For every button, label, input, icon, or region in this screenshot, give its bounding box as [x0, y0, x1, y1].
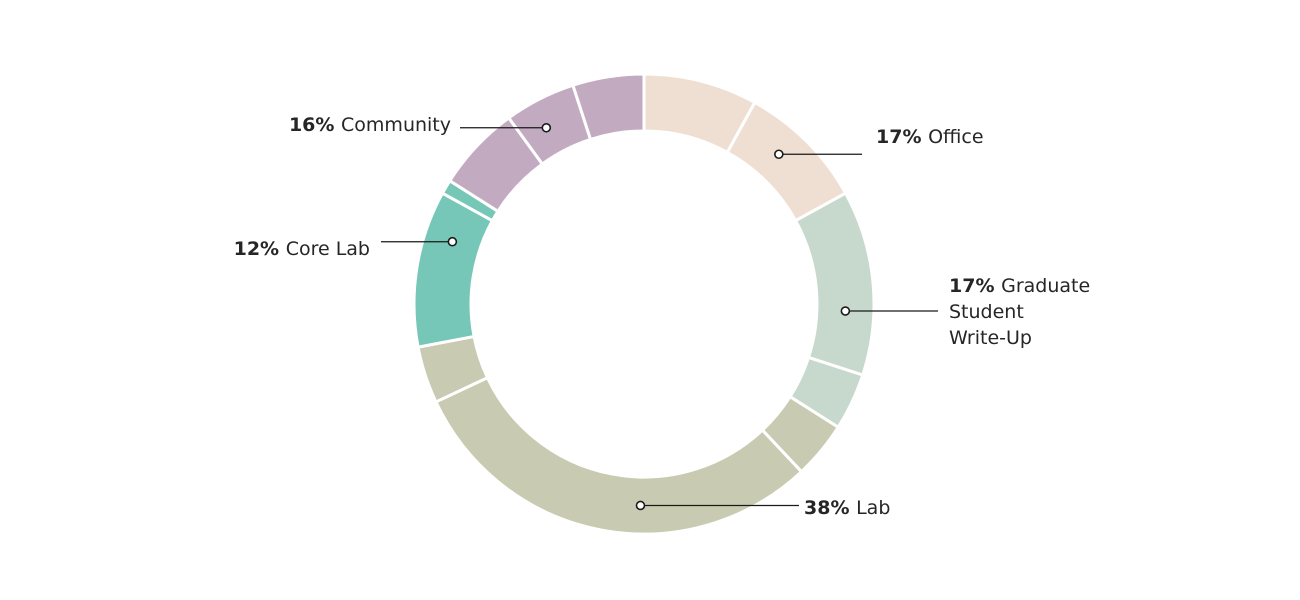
label-name-graduate-student-write-up-line-3: Write-Up [949, 327, 1032, 349]
marker-core-lab [447, 236, 458, 247]
donut-slice-lab-2 [433, 375, 804, 536]
marker-graduate-student-write-up [840, 306, 851, 316]
marker-office [774, 149, 784, 160]
label-percent-graduate-student-write-up: 17% [949, 275, 1001, 297]
label-percent-core-lab: 12% [234, 238, 286, 260]
label-percent-lab: 38% [804, 497, 856, 519]
label-community: 16% Community [289, 114, 451, 136]
label-name-graduate-student-write-up-line-2: Student [949, 301, 1024, 323]
donut-slice-graduate-student-write-up-1 [793, 191, 876, 377]
donut-slice-community-3 [571, 72, 646, 142]
label-name-office: Office [928, 126, 983, 148]
marker-community [541, 122, 552, 133]
label-name-graduate-student-write-up: Graduate [1001, 275, 1090, 297]
label-percent-office: 17% [876, 126, 928, 148]
label-name-core-lab: Core Lab [286, 238, 370, 260]
label-graduate-student-write-up: 17% Graduate Student Write-Up [949, 275, 1090, 349]
label-office: 17% Office [876, 126, 984, 148]
label-core-lab: 12% Core Lab [234, 238, 370, 260]
label-name-community: Community [341, 114, 451, 136]
marker-lab [635, 500, 646, 511]
label-percent-community: 16% [289, 114, 341, 136]
label-lab: 38% Lab [804, 497, 890, 519]
label-name-lab: Lab [856, 497, 890, 519]
donut-segments [412, 72, 876, 536]
donut-slice-core-lab-1 [412, 191, 495, 349]
